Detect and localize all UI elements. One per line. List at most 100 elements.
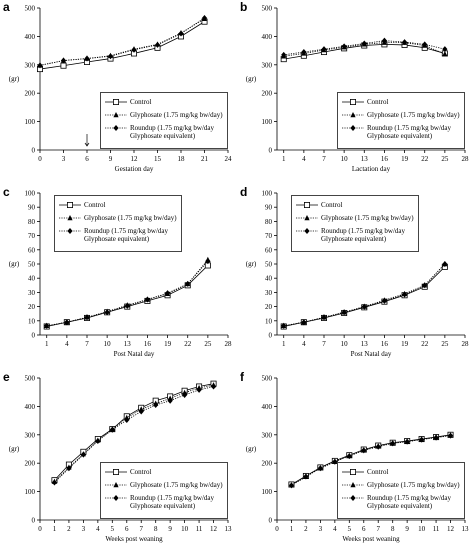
legend-swatch [342,468,364,475]
marker [131,46,137,53]
series-line [39,18,205,66]
legend-marker [304,215,310,221]
legend-marker [113,495,119,501]
y-tick-label: 100 [25,118,36,126]
marker [154,41,161,48]
x-tick-label: 2 [304,525,308,533]
y-tick-label: 100 [25,488,36,496]
x-tick-label: 7 [322,155,326,163]
legend-entry: Control [59,201,177,209]
legend: Control Glyphosate (1.75 mg/kg bw/day) Rou… [337,92,465,149]
marker [433,434,439,441]
legend-label: Roundup (1.75 mg/kg bw/day Glyphosate eq… [321,227,405,243]
legend-swatch [59,228,81,234]
legend-swatch [342,125,364,131]
marker [153,401,159,408]
legend-marker [350,495,356,501]
legend-entry: Roundup (1.75 mg/kg bw/day Glyphosate eq… [342,124,460,140]
y-tick-label: 400 [262,33,273,41]
legend-marker [349,98,356,105]
x-tick-label: 10 [181,525,189,533]
marker [201,14,208,21]
panel-label: c [3,185,10,199]
panel-label: b [240,0,247,14]
series-line [283,263,446,327]
legend-marker [350,125,356,131]
legend-swatch [342,482,364,488]
y-tick-label: 500 [25,5,36,13]
y-tick-label: 20 [28,303,36,311]
x-tick-label: 25 [441,340,449,348]
x-tick-label: 5 [111,525,115,533]
x-tick-label: 28 [225,340,233,348]
legend-swatch [59,201,81,208]
y-tick-label: 500 [262,5,273,13]
marker [442,51,448,57]
marker [164,290,171,297]
panel-label: d [240,185,247,199]
x-axis-label: Post Natal day [114,350,155,358]
marker [196,386,202,393]
legend-label: Roundup (1.75 mg/kg bw/day Glyphosate eq… [84,227,168,243]
legend-entry: Control [296,201,414,209]
x-tick-label: 7 [139,525,143,533]
y-tick-label: 0 [269,332,273,340]
marker [44,322,50,329]
marker [144,296,151,303]
legend-label: Roundup (1.75 mg/kg bw/day Glyphosate eq… [367,124,451,140]
x-tick-label: 1 [290,525,294,533]
legend-entry: Control [342,468,460,476]
y-tick-label: 400 [25,403,36,411]
x-tick-label: 12 [447,525,455,533]
legend-marker [67,215,73,221]
legend-entry: Control [105,468,223,476]
x-tick-label: 13 [225,525,233,533]
x-tick-label: 6 [362,525,366,533]
y-tick-label: 300 [262,61,273,69]
legend-entry: Control [105,98,223,106]
x-tick-label: 3 [62,155,66,163]
legend-label: Roundup (1.75 mg/kg bw/day Glyphosate eq… [130,494,214,510]
x-tick-label: 24 [225,155,233,163]
x-tick-label: 19 [164,340,172,348]
marker [167,397,173,404]
legend-entry: Glyphosate (1.75 mg/kg bw/day) [105,111,223,119]
marker [375,443,381,450]
panel-label: e [3,370,10,384]
series-line [39,21,205,70]
y-tick-label: 300 [262,431,273,439]
x-tick-label: 12 [131,155,139,163]
marker [64,319,70,326]
x-tick-label: 10 [104,340,112,348]
legend-label: Control [130,98,152,106]
y-tick-label: 0 [269,147,273,155]
series-line [54,384,214,482]
chart: d 0 10 20 30 40 50 60 70 80 90 100 1 4 7 10 13 16 19 22 25 28… [240,185,469,358]
legend-swatch [296,228,318,234]
x-tick-label: 16 [381,340,389,348]
x-tick-label: 1 [45,340,49,348]
y-tick-label: 100 [262,190,273,198]
marker [205,258,211,265]
y-tick-label: 100 [262,488,273,496]
legend-entry: Roundup (1.75 mg/kg bw/day Glyphosate eq… [59,227,177,243]
legend-swatch [105,98,127,105]
chart: a 0 100 200 300 400 500 0 3 6 9 12 15 18 21 24 (gr) Gesta… [3,0,233,173]
legend: Control Glyphosate (1.75 mg/kg bw/day) Rou… [291,195,419,252]
legend-entry: Glyphosate (1.75 mg/kg bw/day) [59,214,177,222]
x-tick-label: 7 [85,340,89,348]
legend-entry: Glyphosate (1.75 mg/kg bw/day) [342,481,460,489]
marker [281,322,287,329]
x-tick-label: 4 [302,340,306,348]
legend-entry: Glyphosate (1.75 mg/kg bw/day) [296,214,414,222]
y-tick-label: 200 [262,90,273,98]
y-tick-label: 100 [25,190,36,198]
marker [107,53,114,60]
legend: Control Glyphosate (1.75 mg/kg bw/day) Rou… [100,462,228,519]
legend-marker [304,228,310,234]
legend-label: Glyphosate (1.75 mg/kg bw/day) [130,111,223,119]
legend-label: Roundup (1.75 mg/kg bw/day Glyphosate eq… [130,124,214,140]
legend-marker [112,98,119,105]
legend-swatch [342,495,364,501]
